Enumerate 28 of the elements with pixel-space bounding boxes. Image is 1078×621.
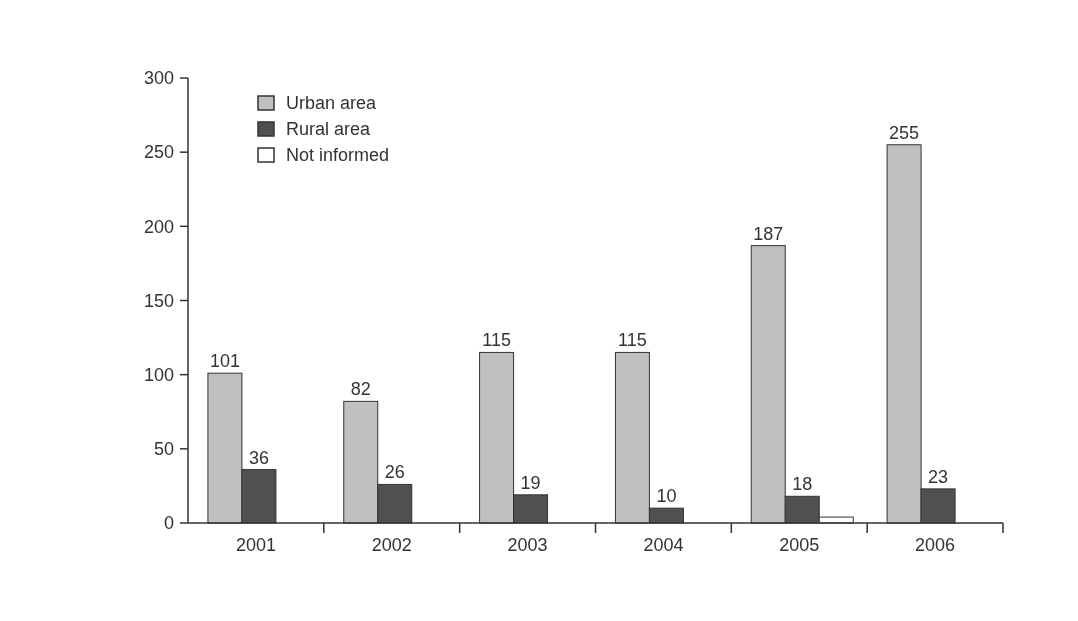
data-label: 115 bbox=[618, 330, 647, 351]
data-label: 115 bbox=[482, 330, 511, 351]
data-label: 26 bbox=[384, 462, 405, 483]
y-tick-label: 250 bbox=[143, 142, 174, 163]
x-tick-label: 2005 bbox=[779, 535, 820, 555]
y-tick-label: 0 bbox=[163, 513, 174, 534]
data-label: 101 bbox=[209, 351, 240, 372]
data-label: 19 bbox=[520, 472, 541, 493]
x-tick-label: 2002 bbox=[371, 535, 412, 555]
y-tick-label: 200 bbox=[143, 216, 174, 237]
data-label: 23 bbox=[928, 466, 949, 487]
x-tick-label: 2006 bbox=[915, 535, 956, 555]
x-tick-label: 2003 bbox=[507, 535, 548, 555]
y-tick-label: 300 bbox=[143, 68, 174, 89]
data-label: 10 bbox=[656, 486, 677, 507]
data-label: 187 bbox=[753, 223, 784, 244]
data-label: 36 bbox=[248, 447, 269, 468]
x-tick-label: 2001 bbox=[235, 535, 276, 555]
legend-label: Not informed bbox=[286, 145, 390, 166]
data-label: 18 bbox=[792, 474, 813, 495]
y-tick-label: 50 bbox=[153, 439, 174, 460]
y-tick-label: 150 bbox=[143, 290, 174, 311]
legend-label: Rural area bbox=[286, 119, 372, 140]
y-tick-label: 100 bbox=[143, 364, 174, 385]
x-tick-label: 2004 bbox=[643, 535, 684, 555]
data-label: 255 bbox=[889, 122, 920, 143]
data-label: 82 bbox=[350, 379, 371, 400]
legend-label: Urban area bbox=[286, 93, 378, 114]
